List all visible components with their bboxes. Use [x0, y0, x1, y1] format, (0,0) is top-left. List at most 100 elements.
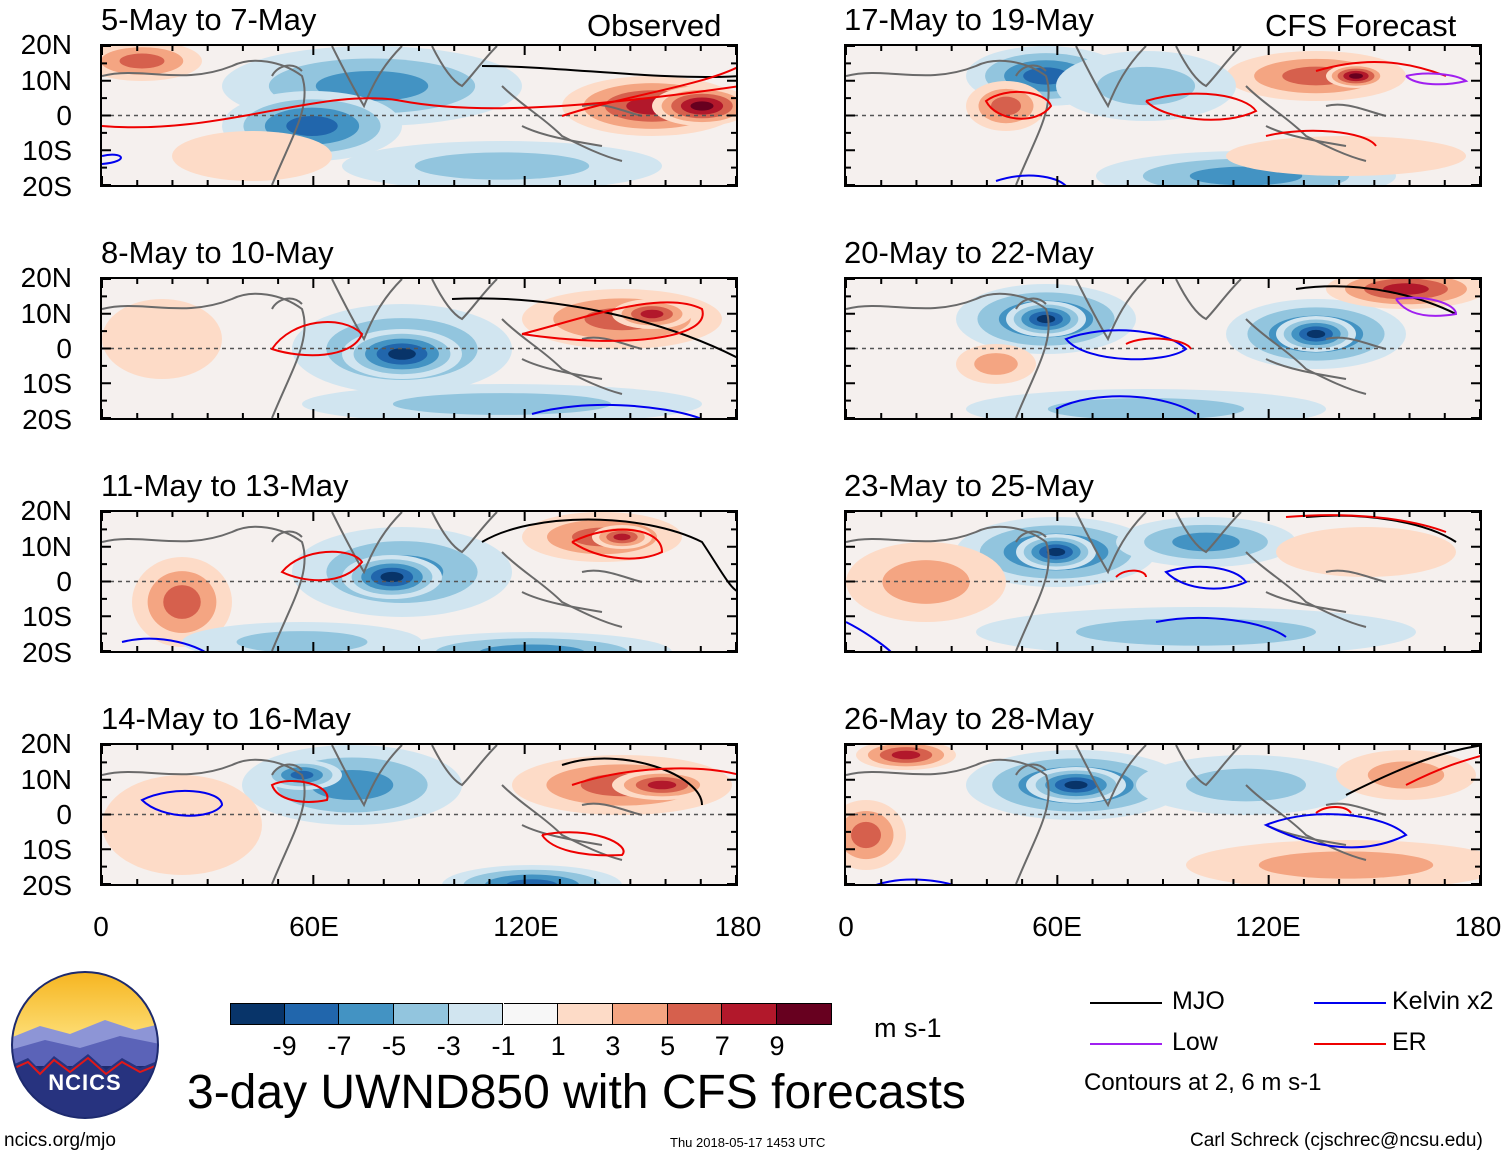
map-panel	[100, 44, 738, 187]
wind-anomaly-blob	[1226, 136, 1466, 176]
map-svg	[102, 46, 736, 185]
coastline	[1245, 318, 1367, 395]
wind-anomaly-blob	[974, 353, 1018, 375]
coastline	[431, 279, 498, 321]
wind-anomaly-blob	[640, 309, 664, 319]
credit: Carl Schreck (cjschrec@ncsu.edu)	[1190, 1130, 1483, 1151]
map-svg	[102, 512, 736, 651]
panel-title: 8-May to 10-May	[101, 235, 334, 270]
y-tick-label: 0	[56, 566, 72, 597]
wind-anomaly-blob	[479, 644, 585, 651]
coastline	[271, 64, 303, 77]
coastline	[331, 745, 403, 808]
colorbar-box	[230, 1003, 285, 1025]
legend-label: MJO	[1172, 987, 1225, 1015]
y-tick-label: 0	[56, 333, 72, 364]
contour-line	[846, 621, 892, 651]
contour-line	[140, 789, 224, 817]
legend-label: Kelvin x2	[1392, 987, 1494, 1015]
wind-anomaly-blob	[119, 53, 165, 69]
coastline	[521, 824, 603, 846]
map-svg	[846, 46, 1480, 185]
wind-anomaly-blob	[1349, 73, 1363, 79]
contour-line	[1405, 72, 1469, 86]
map-panel	[844, 44, 1482, 187]
contour-line	[1345, 745, 1480, 796]
x-tick-label: 120E	[493, 911, 559, 942]
x-tick-label: 60E	[289, 911, 339, 942]
coastline	[1015, 763, 1047, 776]
coastline	[271, 763, 303, 776]
panel-title: 11-May to 13-May	[101, 468, 349, 503]
colorbar-label: -1	[491, 1031, 516, 1061]
wind-anomaly-blob	[102, 299, 222, 379]
contour-line	[270, 780, 329, 803]
coastline	[1015, 297, 1047, 310]
wind-anomaly-blob	[485, 874, 579, 884]
wind-anomaly-blob	[690, 101, 714, 111]
wind-anomaly-blob	[414, 152, 590, 180]
contour-line	[1315, 806, 1352, 814]
x-tick-label: 60E	[1032, 911, 1082, 942]
wind-anomaly-blob	[1046, 547, 1066, 557]
coastline	[102, 525, 306, 651]
map-panel	[100, 743, 738, 886]
map-svg	[846, 512, 1480, 651]
legend-label: Low	[1172, 1028, 1218, 1056]
observed-label: Observed	[587, 8, 722, 43]
coastline	[1325, 802, 1387, 816]
panel-title: 5-May to 7-May	[101, 2, 317, 37]
coastline	[521, 591, 603, 613]
coastline	[1175, 46, 1242, 88]
coastline	[846, 59, 1050, 185]
contour-line	[270, 321, 364, 357]
coastline	[102, 292, 306, 418]
map-svg	[846, 745, 1480, 884]
colorbar-label: 1	[550, 1031, 566, 1061]
wind-anomaly-blob	[380, 571, 404, 583]
coastline	[271, 530, 303, 543]
coastline	[102, 59, 306, 185]
coastline	[1265, 125, 1347, 147]
y-tick-label: 0	[56, 799, 72, 830]
wind-anomaly-blob	[891, 750, 921, 760]
y-tick-label: 10S	[22, 834, 72, 865]
coastline	[431, 745, 498, 787]
colorbar-label: 9	[769, 1031, 785, 1061]
coastline	[431, 512, 498, 554]
map-svg	[102, 745, 736, 884]
coastline	[846, 525, 1050, 651]
wind-anomaly-blob	[1036, 314, 1056, 324]
forecast-label: CFS Forecast	[1265, 8, 1457, 43]
coastline	[581, 802, 643, 816]
contour-line	[875, 878, 953, 884]
contour-line	[1295, 285, 1457, 315]
coastline	[1325, 103, 1387, 117]
contour-line	[1155, 617, 1287, 638]
wind-anomaly-blob	[392, 393, 612, 415]
colorbar-label: -5	[382, 1031, 407, 1061]
legend-swatch	[1314, 1002, 1386, 1004]
wind-anomaly-blob	[613, 533, 631, 541]
coastline	[581, 103, 643, 117]
y-tick-label: 20N	[20, 728, 72, 759]
coastline	[331, 512, 403, 575]
coastline	[1075, 512, 1147, 575]
contour-line	[102, 153, 122, 165]
units-label: m s-1	[874, 1013, 942, 1043]
y-tick-label: 10S	[22, 601, 72, 632]
coastline	[331, 279, 403, 342]
coastline	[1175, 512, 1242, 554]
contour-line	[121, 637, 206, 651]
site-link[interactable]: ncics.org/mjo	[4, 1130, 116, 1151]
wind-anomaly-blob	[1306, 329, 1326, 339]
coastline	[1245, 85, 1367, 162]
coastline	[846, 758, 1050, 884]
colorbar-box	[612, 1003, 668, 1025]
wind-anomaly-blob	[163, 585, 201, 619]
coastline	[501, 85, 623, 162]
y-tick-label: 10N	[20, 65, 72, 96]
legend-swatch	[1090, 1002, 1162, 1004]
x-tick-label: 180	[1454, 911, 1502, 942]
coastline	[1325, 336, 1387, 350]
